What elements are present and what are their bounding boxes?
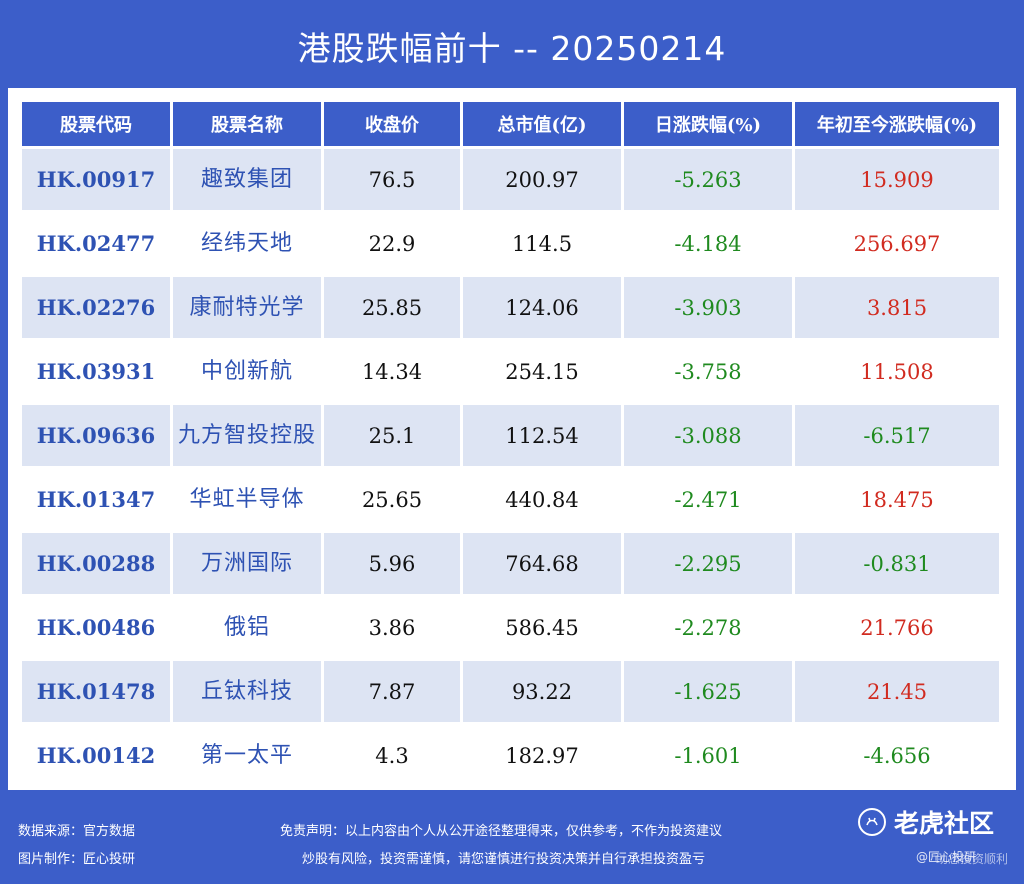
brand-logo: 老虎社区	[858, 804, 994, 840]
market-cap: 182.97	[463, 725, 621, 786]
stock-name: 经纬天地	[173, 213, 321, 274]
header-market-cap: 总市值(亿)	[463, 102, 621, 146]
close-price: 25.85	[324, 277, 460, 338]
ytd-change: 256.697	[795, 213, 999, 274]
stock-name: 万洲国际	[173, 533, 321, 594]
table-row: HK.02276 康耐特光学 25.85 124.06 -3.903 3.815	[22, 277, 999, 338]
table-row: HK.00917 趣致集团 76.5 200.97 -5.263 15.909	[22, 149, 999, 210]
close-price: 14.34	[324, 341, 460, 402]
page-title: 港股跌幅前十 -- 20250214	[297, 29, 727, 68]
stock-name: 俄铝	[173, 597, 321, 658]
watermark-handle: @匠心投研	[916, 850, 977, 864]
ytd-change: 21.45	[795, 661, 999, 722]
day-change: -2.295	[624, 533, 792, 594]
stock-name: 第一太平	[173, 725, 321, 786]
day-change: -3.088	[624, 405, 792, 466]
disclaimer-line-2: 炒股有风险，投资需谨慎，请您谨慎进行投资决策并自行承担投资盈亏	[302, 852, 706, 867]
table-row: HK.02477 经纬天地 22.9 114.5 -4.184 256.697	[22, 213, 999, 274]
close-price: 22.9	[324, 213, 460, 274]
stock-code: HK.00486	[22, 597, 170, 658]
stock-code: HK.01347	[22, 469, 170, 530]
data-source: 数据来源：官方数据	[18, 824, 136, 839]
stock-name: 华虹半导体	[173, 469, 321, 530]
table-row: HK.00142 第一太平 4.3 182.97 -1.601 -4.656	[22, 725, 999, 786]
market-cap: 764.68	[463, 533, 621, 594]
brand-name: 老虎社区	[894, 809, 995, 838]
ytd-change: 3.815	[795, 277, 999, 338]
close-price: 7.87	[324, 661, 460, 722]
table-row: HK.00486 俄铝 3.86 586.45 -2.278 21.766	[22, 597, 999, 658]
stock-code: HK.02477	[22, 213, 170, 274]
close-price: 25.1	[324, 405, 460, 466]
close-price: 4.3	[324, 725, 460, 786]
market-cap: 112.54	[463, 405, 621, 466]
stock-code: HK.03931	[22, 341, 170, 402]
ytd-change: -4.656	[795, 725, 999, 786]
ytd-change: 18.475	[795, 469, 999, 530]
market-cap: 124.06	[463, 277, 621, 338]
stock-table: 股票代码 股票名称 收盘价 总市值(亿) 日涨跌幅(%) 年初至今涨跌幅(%) …	[19, 99, 1002, 789]
day-change: -2.471	[624, 469, 792, 530]
market-cap: 440.84	[463, 469, 621, 530]
stock-code: HK.00288	[22, 533, 170, 594]
brand-tagline: 助您投资顺利	[936, 852, 1009, 866]
stock-code: HK.00142	[22, 725, 170, 786]
header-ytd-change: 年初至今涨跌幅(%)	[795, 102, 999, 146]
stock-code: HK.09636	[22, 405, 170, 466]
ytd-change: 21.766	[795, 597, 999, 658]
table-row: HK.03931 中创新航 14.34 254.15 -3.758 11.508	[22, 341, 999, 402]
table-row: HK.01347 华虹半导体 25.65 440.84 -2.471 18.475	[22, 469, 999, 530]
table-header-row: 股票代码 股票名称 收盘价 总市值(亿) 日涨跌幅(%) 年初至今涨跌幅(%)	[22, 102, 999, 146]
ytd-change: -6.517	[795, 405, 999, 466]
day-change: -3.758	[624, 341, 792, 402]
header-day-change: 日涨跌幅(%)	[624, 102, 792, 146]
day-change: -1.601	[624, 725, 792, 786]
stock-name: 中创新航	[173, 341, 321, 402]
stock-name: 趣致集团	[173, 149, 321, 210]
day-change: -2.278	[624, 597, 792, 658]
header-close: 收盘价	[324, 102, 460, 146]
stock-code: HK.01478	[22, 661, 170, 722]
market-cap: 200.97	[463, 149, 621, 210]
table-row: HK.00288 万洲国际 5.96 764.68 -2.295 -0.831	[22, 533, 999, 594]
stock-name: 九方智投控股	[173, 405, 321, 466]
market-cap: 114.5	[463, 213, 621, 274]
market-cap: 254.15	[463, 341, 621, 402]
ytd-change: 11.508	[795, 341, 999, 402]
stock-name: 康耐特光学	[173, 277, 321, 338]
stock-name: 丘钛科技	[173, 661, 321, 722]
day-change: -3.903	[624, 277, 792, 338]
table-row: HK.01478 丘钛科技 7.87 93.22 -1.625 21.45	[22, 661, 999, 722]
close-price: 3.86	[324, 597, 460, 658]
disclaimer-line-1: 免责声明：以上内容由个人从公开途径整理得来，仅供参考，不作为投资建议	[280, 824, 723, 839]
footer: 数据来源：官方数据 图片制作：匠心投研 免责声明：以上内容由个人从公开途径整理得…	[0, 796, 1024, 884]
image-maker: 图片制作：匠心投研	[18, 852, 136, 867]
day-change: -4.184	[624, 213, 792, 274]
stock-code: HK.02276	[22, 277, 170, 338]
day-change: -5.263	[624, 149, 792, 210]
header-name: 股票名称	[173, 102, 321, 146]
close-price: 76.5	[324, 149, 460, 210]
day-change: -1.625	[624, 661, 792, 722]
table-row: HK.09636 九方智投控股 25.1 112.54 -3.088 -6.517	[22, 405, 999, 466]
header-code: 股票代码	[22, 102, 170, 146]
table-panel: 股票代码 股票名称 收盘价 总市值(亿) 日涨跌幅(%) 年初至今涨跌幅(%) …	[8, 88, 1016, 790]
close-price: 5.96	[324, 533, 460, 594]
ytd-change: -0.831	[795, 533, 999, 594]
stock-code: HK.00917	[22, 149, 170, 210]
tiger-icon	[858, 808, 886, 836]
close-price: 25.65	[324, 469, 460, 530]
market-cap: 586.45	[463, 597, 621, 658]
market-cap: 93.22	[463, 661, 621, 722]
ytd-change: 15.909	[795, 149, 999, 210]
